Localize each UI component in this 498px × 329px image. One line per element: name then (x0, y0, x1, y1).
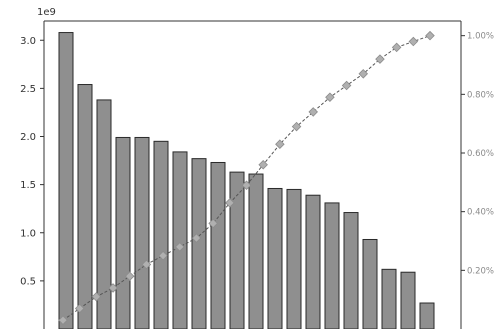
left-tick-label: 2.0 (20, 132, 36, 143)
cumulative-point (158, 250, 168, 261)
left-tick-label: 1.5 (20, 180, 36, 191)
cumulative-point (141, 259, 152, 270)
cumulative-point (325, 92, 335, 103)
cumulative-point (291, 121, 302, 132)
bar (381, 268, 397, 329)
left-tick-label: 2.5 (20, 84, 36, 95)
cumulative-point (425, 30, 435, 41)
cumulative-line-series (58, 30, 435, 325)
bar (324, 202, 340, 329)
cumulative-point (408, 36, 419, 47)
bar (77, 84, 93, 329)
right-tick-label: 0.20% (467, 266, 494, 276)
bar (58, 32, 74, 329)
cumulative-point (191, 233, 202, 243)
bar (210, 161, 226, 329)
cumulative-point (341, 80, 352, 91)
bar (134, 136, 150, 329)
bar (115, 136, 131, 329)
bar (400, 271, 416, 329)
plot-area (43, 20, 462, 329)
right-tick-label: 0.80% (467, 90, 494, 100)
cumulative-point (358, 69, 369, 79)
cumulative-point (175, 242, 185, 252)
cumulative-point (375, 54, 385, 64)
left-tick-label: 3.0 (20, 36, 36, 47)
cumulative-point (241, 180, 252, 191)
bar (153, 140, 169, 329)
left-tick-label: 0.5 (20, 276, 36, 287)
right-tick-label: 0.60% (467, 149, 494, 159)
right-tick-label: 0.40% (467, 208, 494, 218)
right-tick-label: 1.00% (467, 32, 494, 42)
bar-series (58, 32, 435, 329)
cumulative-point (275, 139, 285, 149)
bar (172, 151, 188, 329)
right-axis-ticks: 0.20% 0.40% 0.60% 0.80% 1.00% (461, 32, 494, 276)
cumulative-point (58, 315, 68, 325)
bar (362, 238, 378, 329)
cumulative-point (225, 198, 235, 208)
axis-offset-label: 1e9 (37, 7, 56, 18)
bar (96, 99, 112, 329)
cumulative-point (74, 303, 85, 314)
cumulative-point (208, 218, 218, 229)
bar (191, 158, 207, 329)
bar (286, 188, 302, 329)
cumulative-point (391, 42, 402, 53)
bar (419, 302, 435, 329)
left-tick-label: 1.0 (20, 228, 36, 239)
cumulative-point (258, 159, 268, 170)
bar (267, 187, 283, 329)
cumulative-point (124, 271, 135, 281)
bar (305, 194, 321, 329)
bar (343, 212, 359, 329)
bar (229, 171, 245, 329)
bar (248, 173, 264, 329)
cumulative-point (108, 283, 118, 293)
cumulative-point (91, 291, 102, 302)
cumulative-point (308, 107, 318, 117)
left-axis-ticks: 0.5 1.0 1.5 2.0 2.5 3.0 (20, 36, 44, 287)
